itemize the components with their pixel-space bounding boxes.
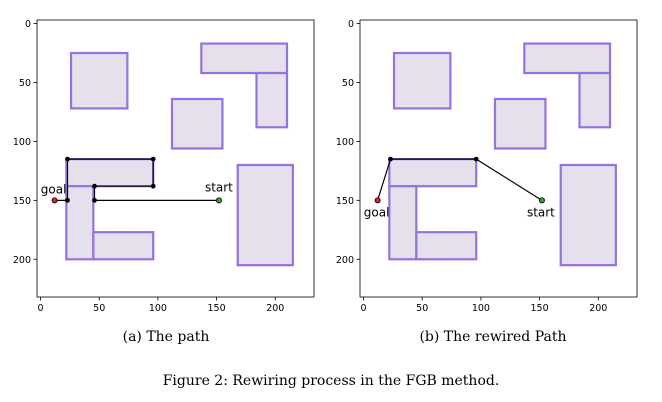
path-node [92,197,97,203]
x-tick-label: 100 [472,303,490,314]
figure-caption: Figure 2: Rewiring process in the FGB me… [163,373,500,389]
y-tick-label: 50 [342,78,354,89]
x-tick-label: 0 [360,303,366,314]
goal-label: goal [41,182,67,196]
subcaption-a: (a) The path [123,329,210,345]
x-tick-label: 150 [208,303,226,314]
obstacle-2 [200,42,289,75]
y-tick-label: 200 [13,255,31,266]
obstacle-1 [392,51,452,110]
obstacle-5 [559,163,617,267]
obstacle-8 [415,231,478,261]
obstacle-1 [69,51,129,110]
x-tick-label: 50 [416,303,428,314]
obstacle-4 [170,97,224,150]
y-tick-label: 100 [336,137,354,148]
start-marker [215,197,222,204]
x-tick-label: 150 [531,303,549,314]
start-label: start [205,180,233,194]
obstacle-6 [65,157,155,188]
y-tick-label: 200 [336,255,354,266]
goal-label: goal [364,205,390,219]
axes-frame [359,19,638,298]
x-tick-label: 50 [93,303,105,314]
y-tick-label: 0 [348,19,354,30]
panel-a: 0 50 100 150 200 0 50 100 150 200 goal start [13,19,315,314]
path-node [92,183,97,189]
path-node [65,197,70,203]
path-node [150,183,156,189]
obstacle-5 [236,163,294,267]
goal-marker [51,197,58,204]
obstacle-7 [65,185,95,261]
y-tick-label: 0 [25,19,31,30]
path-node [150,156,156,162]
obstacle-3 [255,71,289,129]
axes-frame [36,19,315,298]
obstacle-6 [388,157,478,188]
obstacle-3 [578,71,612,129]
y-tick-label: 150 [13,196,31,207]
y-tick-label: 150 [336,196,354,207]
start-marker [538,197,545,204]
goal-marker [374,197,381,204]
path-node [65,156,70,162]
path-node [388,156,393,162]
subcaption-b: (b) The rewired Path [419,329,566,345]
y-tick-label: 100 [13,137,31,148]
obstacle-7 [388,185,418,261]
path-node [473,156,479,162]
y-tick-label: 50 [19,78,31,89]
x-tick-label: 200 [266,303,284,314]
obstacle-8 [92,231,155,261]
path-line [377,158,543,201]
start-label: start [527,205,555,219]
x-tick-label: 0 [37,303,43,314]
panel-b: 0 50 100 150 200 0 50 100 150 200 goal start [336,19,638,314]
obstacle-4 [493,97,547,150]
obstacle-2 [523,42,612,75]
x-tick-label: 200 [589,303,607,314]
x-tick-label: 100 [149,303,167,314]
